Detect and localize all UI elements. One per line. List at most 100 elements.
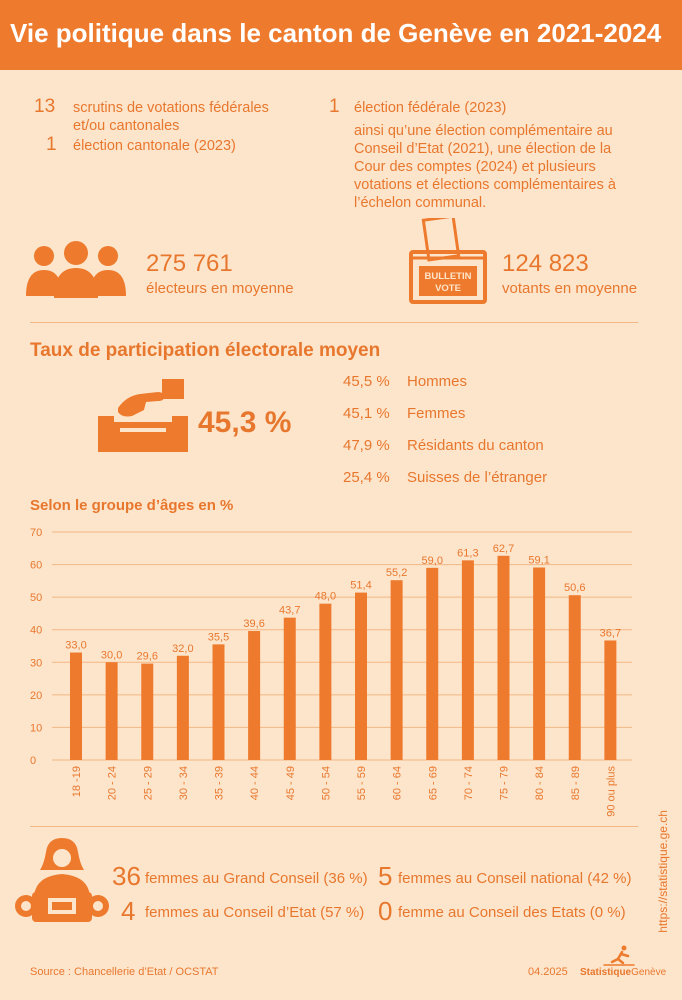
electors-value: 275 761 bbox=[146, 250, 233, 277]
breakdown-label: Hommes bbox=[407, 373, 468, 390]
bar bbox=[70, 652, 82, 760]
source-note: Source : Chancellerie d’Etat / OCSTAT bbox=[30, 966, 219, 978]
bar bbox=[176, 655, 189, 760]
divider bbox=[30, 322, 638, 323]
x-tick-label: 18 -19 bbox=[71, 766, 83, 797]
federal-count: 1 bbox=[329, 96, 340, 117]
y-tick-label: 50 bbox=[30, 592, 42, 604]
woman-voter-icon bbox=[12, 834, 112, 929]
y-tick-label: 0 bbox=[30, 755, 36, 767]
source-url[interactable]: https://statistique.ge.ch bbox=[656, 810, 670, 933]
women-label: femmes au Grand Conseil (36 %) bbox=[145, 870, 368, 887]
women-count: 36 bbox=[112, 861, 141, 891]
voters-label: votants en moyenne bbox=[502, 280, 638, 297]
y-tick-label: 10 bbox=[30, 722, 42, 734]
x-tick-label: 40 - 44 bbox=[249, 766, 261, 800]
x-tick-label: 75 - 79 bbox=[499, 766, 511, 800]
federal-note: ainsi qu’une élection complémentaire au … bbox=[354, 123, 616, 211]
bar bbox=[141, 663, 154, 760]
bar-value-label: 59,1 bbox=[528, 555, 549, 567]
x-tick-label: 25 - 29 bbox=[142, 766, 154, 800]
header-banner: Vie politique dans le canton de Genève e… bbox=[0, 0, 682, 70]
overall-participation: 45,3 % bbox=[198, 406, 292, 439]
breakdown-label: Femmes bbox=[407, 405, 466, 422]
bar bbox=[426, 567, 439, 760]
bar-value-label: 43,7 bbox=[279, 605, 300, 617]
divider bbox=[30, 826, 638, 827]
y-tick-label: 30 bbox=[30, 657, 42, 669]
bar-value-label: 35,5 bbox=[208, 631, 229, 643]
women-label: femmes au Conseil d’Etat (57 %) bbox=[145, 904, 365, 921]
women-count: 0 bbox=[378, 896, 393, 926]
bar-value-label: 33,0 bbox=[65, 640, 86, 652]
women-count: 4 bbox=[121, 896, 136, 926]
cantonal-count: 1 bbox=[46, 134, 57, 155]
cantonal-label: élection cantonale (2023) bbox=[73, 138, 236, 154]
bar-value-label: 32,0 bbox=[172, 643, 193, 655]
federal-label: élection fédérale (2023) bbox=[354, 100, 507, 116]
x-tick-label: 85 - 89 bbox=[570, 766, 582, 800]
chart-title: Selon le groupe d’âges en % bbox=[30, 497, 234, 514]
bar bbox=[248, 631, 261, 760]
brand-light: Genève bbox=[631, 967, 667, 978]
brand-bold: Statistique bbox=[580, 967, 632, 978]
x-tick-label: 80 - 84 bbox=[534, 766, 546, 800]
bar-value-label: 59,0 bbox=[422, 555, 443, 567]
y-tick-label: 20 bbox=[30, 690, 42, 702]
people-icon bbox=[24, 240, 128, 303]
bar-value-label: 48,0 bbox=[315, 591, 336, 603]
runner-logo-icon bbox=[602, 944, 636, 973]
breakdown-value: 47,9 % bbox=[343, 437, 390, 454]
bar bbox=[568, 595, 581, 760]
bar bbox=[461, 560, 474, 760]
y-tick-label: 70 bbox=[30, 527, 42, 539]
x-tick-label: 60 - 64 bbox=[392, 766, 404, 800]
x-tick-label: 50 - 54 bbox=[320, 766, 332, 800]
x-tick-label: 45 - 49 bbox=[285, 766, 297, 800]
x-tick-label: 65 - 69 bbox=[427, 766, 439, 800]
voters-value: 124 823 bbox=[502, 250, 589, 277]
ballot-line1: BULLETIN bbox=[425, 271, 472, 282]
ballot-line2: VOTE bbox=[435, 283, 461, 294]
breakdown-value: 25,4 % bbox=[343, 469, 390, 486]
bar-value-label: 61,3 bbox=[457, 547, 478, 559]
x-tick-label: 90 ou plus bbox=[605, 766, 617, 817]
bar bbox=[105, 662, 118, 760]
brand-logo[interactable]: StatistiqueGenève bbox=[580, 967, 666, 978]
participation-title: Taux de participation électorale moyen bbox=[30, 340, 381, 361]
breakdown-value: 45,1 % bbox=[343, 405, 390, 422]
x-tick-label: 70 - 74 bbox=[463, 766, 475, 800]
bar bbox=[497, 555, 510, 760]
ballot-box-icon: BULLETIN VOTE bbox=[408, 214, 488, 309]
bar-value-label: 62,7 bbox=[493, 543, 514, 555]
x-tick-label: 35 - 39 bbox=[214, 766, 226, 800]
bar-value-label: 55,2 bbox=[386, 567, 407, 579]
breakdown-label: Suisses de l’étranger bbox=[407, 469, 548, 486]
page-title: Vie politique dans le canton de Genève e… bbox=[10, 18, 662, 48]
y-tick-label: 40 bbox=[30, 625, 42, 637]
age-participation-chart: 0 10 20 30 40 50 60 70 33,0 18 -19 30,0 20 - 24 29,… bbox=[30, 527, 632, 817]
bar bbox=[390, 580, 403, 760]
votations-label: scrutins de votations fédérales et/ou ca… bbox=[73, 100, 269, 134]
bar bbox=[533, 567, 546, 760]
y-tick-label: 60 bbox=[30, 560, 42, 572]
bar-value-label: 36,7 bbox=[600, 627, 621, 639]
bar bbox=[604, 640, 617, 760]
x-tick-label: 30 - 34 bbox=[178, 766, 190, 800]
x-tick-label: 20 - 24 bbox=[107, 766, 119, 800]
bar-value-label: 50,6 bbox=[564, 582, 585, 594]
votations-count: 13 bbox=[34, 96, 56, 117]
x-tick-label: 55 - 59 bbox=[356, 766, 368, 800]
publication-date: 04.2025 bbox=[528, 966, 568, 978]
bar bbox=[283, 617, 296, 760]
bar bbox=[355, 592, 367, 760]
bar-value-label: 51,4 bbox=[350, 580, 371, 592]
women-label: femme au Conseil des Etats (0 %) bbox=[398, 904, 626, 921]
breakdown-label: Résidants du canton bbox=[407, 437, 544, 454]
bar-value-label: 39,6 bbox=[243, 618, 264, 630]
bar bbox=[319, 603, 332, 760]
women-count: 5 bbox=[378, 861, 393, 891]
electors-label: électeurs en moyenne bbox=[146, 280, 294, 297]
bar-value-label: 29,6 bbox=[137, 651, 158, 663]
breakdown-value: 45,5 % bbox=[343, 373, 390, 390]
